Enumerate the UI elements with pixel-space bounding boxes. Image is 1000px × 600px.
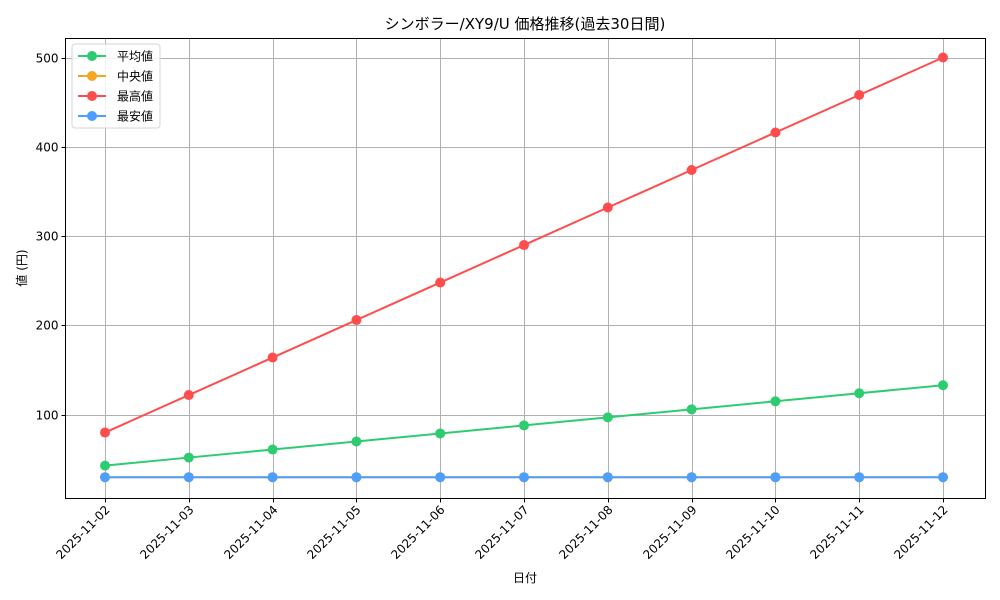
y-tick-label: 500 (36, 52, 59, 66)
data-point (686, 404, 697, 415)
x-tick-label: 2025-11-08 (556, 503, 615, 562)
x-tick-label: 2025-11-12 (891, 503, 950, 562)
data-point (938, 472, 948, 483)
data-point (686, 472, 697, 483)
legend-label: 最安値 (117, 109, 153, 124)
data-point (854, 472, 865, 483)
legend-label: 最高値 (117, 89, 153, 104)
x-tick-label: 2025-11-09 (640, 503, 699, 562)
data-point (602, 412, 613, 423)
data-point (938, 380, 948, 391)
data-point (602, 472, 613, 483)
data-point (770, 127, 781, 138)
data-point (770, 396, 781, 407)
data-point (351, 472, 362, 483)
data-point (435, 472, 446, 483)
legend-marker-icon (87, 111, 97, 121)
data-point (100, 427, 110, 438)
legend-label: 平均値 (117, 49, 153, 64)
chart-title: シンボラー/XY9/U 価格推移(過去30日間) (385, 15, 666, 33)
x-tick-label: 2025-11-05 (304, 503, 363, 562)
series-3 (100, 472, 948, 483)
data-point (351, 436, 362, 447)
y-axis-label: 値 (円) (14, 249, 29, 286)
data-point (435, 277, 446, 288)
legend-item: 最安値 (78, 109, 153, 124)
y-tick-label: 200 (36, 319, 59, 333)
legend-box (71, 43, 161, 129)
x-tick-label: 2025-11-07 (472, 503, 531, 562)
y-tick-label: 400 (36, 141, 59, 155)
plot-frame (65, 38, 986, 499)
data-point (267, 472, 278, 483)
data-point (183, 472, 194, 483)
data-point (183, 390, 194, 401)
legend-item: 平均値 (78, 49, 153, 64)
x-tick-label: 2025-11-02 (53, 503, 112, 562)
legend-marker-icon (87, 91, 97, 101)
data-point (602, 202, 613, 213)
x-tick-label: 2025-11-10 (723, 503, 782, 562)
legend-marker-icon (87, 71, 97, 81)
legend-item: 最高値 (78, 89, 153, 104)
data-point (854, 90, 865, 101)
data-point (267, 444, 278, 455)
data-point (351, 315, 362, 326)
data-point (267, 352, 278, 363)
y-tick-label: 100 (36, 409, 59, 423)
data-point (183, 452, 194, 463)
data-point (435, 428, 446, 439)
legend-item: 中央値 (78, 69, 153, 84)
legend-marker-icon (87, 51, 97, 61)
data-point (519, 472, 529, 483)
x-tick-label: 2025-11-06 (388, 503, 447, 562)
x-tick-label: 2025-11-11 (807, 503, 866, 562)
data-point (100, 460, 110, 471)
y-tick-label: 300 (36, 230, 59, 244)
series-2 (100, 52, 948, 438)
series-0 (100, 380, 948, 471)
data-point (854, 388, 865, 399)
x-axis: 2025-11-02 2025-11-03 2025-11-04 2025-11-05… (53, 498, 951, 562)
data-point (938, 52, 948, 63)
y-axis: 100 200 300 400 500 (36, 52, 66, 423)
x-axis-label: 日付 (513, 571, 537, 585)
data-point (686, 165, 697, 176)
data-point (100, 472, 110, 483)
x-tick-label: 2025-11-04 (221, 503, 280, 562)
data-point (519, 240, 529, 251)
series-layer (100, 52, 948, 483)
x-tick-label: 2025-11-03 (137, 503, 196, 562)
data-point (770, 472, 781, 483)
legend-label: 中央値 (117, 69, 153, 84)
data-point (519, 420, 529, 431)
